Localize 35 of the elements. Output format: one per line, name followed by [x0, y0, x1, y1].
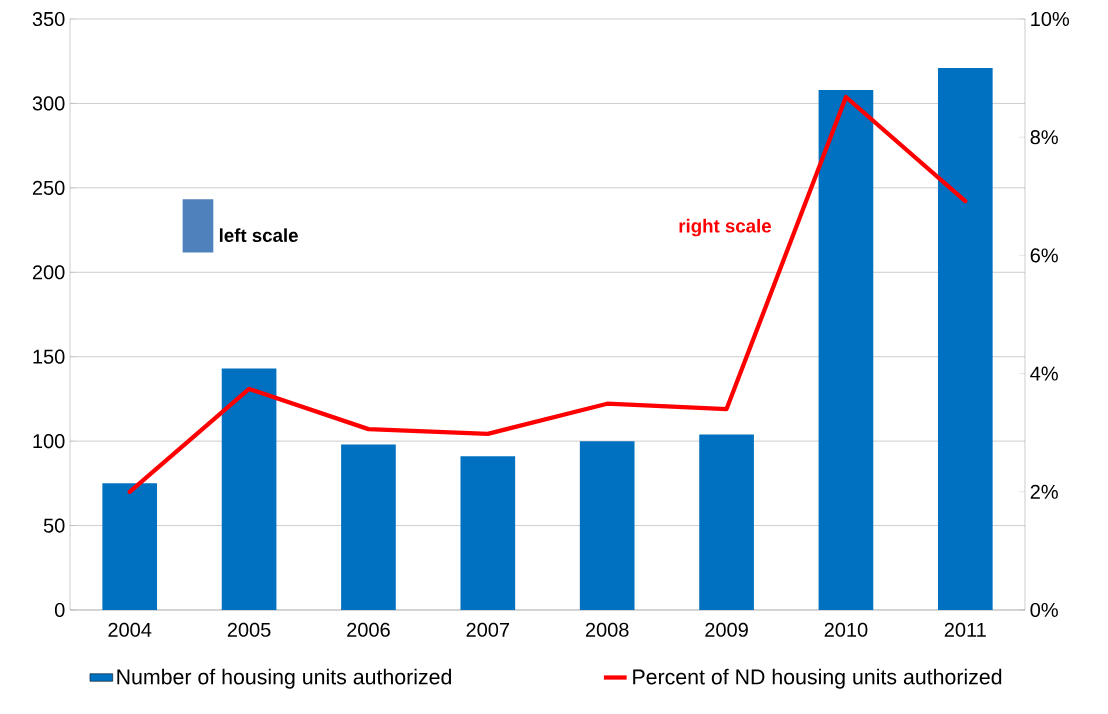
bar — [579, 441, 635, 610]
bar — [102, 483, 158, 610]
y-tick-label: 150 — [33, 349, 65, 364]
y2-tick-label: 2% — [1030, 484, 1058, 499]
x-tick-label: 2004 — [108, 622, 152, 637]
bar — [937, 67, 993, 610]
bar — [341, 444, 396, 610]
y-tick-label: 250 — [32, 180, 65, 195]
bar — [818, 89, 874, 610]
y-tick-label: 100 — [33, 434, 65, 449]
x-tick-label: 2008 — [585, 622, 629, 637]
x-tick-label: 2007 — [466, 622, 510, 637]
y-tick-label: 0 — [54, 602, 65, 618]
y2-tick-label: 6% — [1030, 248, 1058, 263]
bar — [699, 434, 754, 610]
y-tick-label: 200 — [32, 265, 65, 280]
annotation: left scale — [219, 228, 298, 243]
x-tick-label: 2006 — [347, 622, 390, 637]
legend-label: Number of housing units authorized — [117, 668, 452, 689]
x-tick-label: 2005 — [227, 622, 271, 637]
y-tick-label: 300 — [32, 96, 65, 111]
y2-tick-label: 4% — [1030, 366, 1058, 381]
bar — [460, 456, 516, 610]
annotation: right scale — [679, 218, 771, 237]
x-tick-label: 2009 — [705, 622, 748, 637]
y2-tick-label: 10% — [1031, 11, 1070, 27]
y2-tick-label: 0% — [1030, 602, 1058, 618]
y-tick-label: 50 — [43, 518, 65, 533]
bar — [221, 368, 277, 610]
y2-tick-label: 8% — [1030, 130, 1058, 145]
y-tick-label: 350 — [32, 11, 65, 27]
x-tick-label: 2011 — [944, 622, 986, 637]
line-series — [127, 94, 968, 494]
x-tick-label: 2010 — [824, 622, 868, 637]
legend-label: Percent of ND housing units authorized — [633, 668, 1002, 689]
